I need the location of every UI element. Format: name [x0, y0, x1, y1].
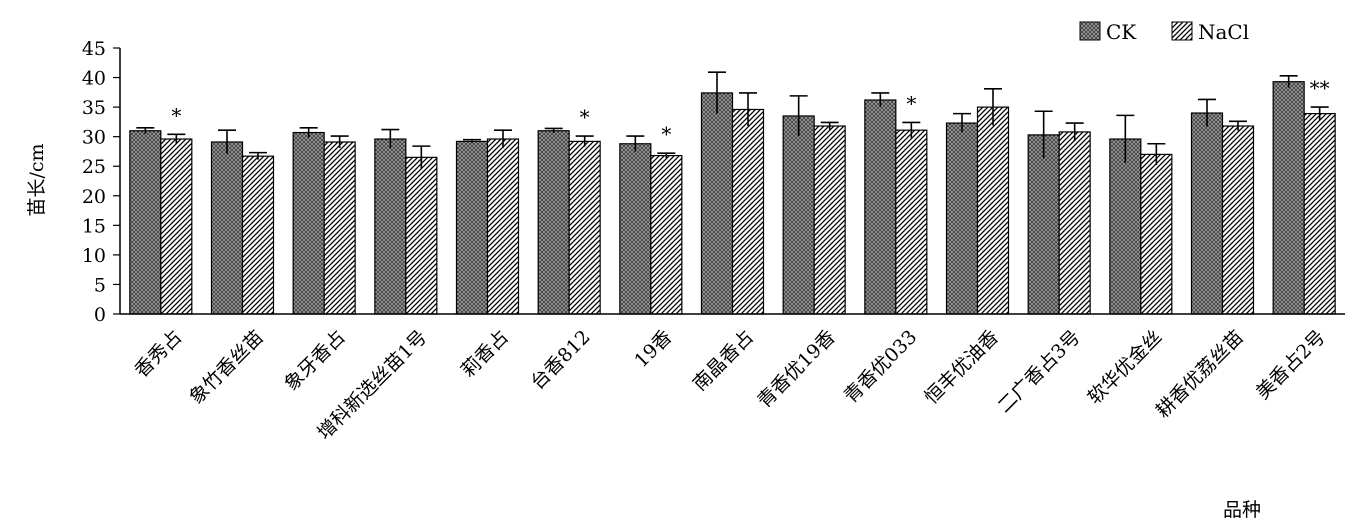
- y-tick-label: 25: [82, 156, 106, 178]
- bar-ck: [864, 99, 897, 315]
- legend: CK NaCl: [1079, 20, 1249, 44]
- category-label: 美香占2号: [1252, 326, 1330, 404]
- category-label: 南晶香占: [689, 326, 758, 395]
- category-label: 恒丰优油香: [920, 326, 1003, 409]
- legend-swatch-nacl: [1171, 21, 1193, 41]
- category-label: 台香812: [527, 326, 595, 394]
- y-tick-label: 15: [82, 215, 106, 237]
- bar-nacl: [813, 125, 846, 315]
- y-tick-label: 35: [82, 97, 106, 119]
- bar-ck: [1190, 112, 1224, 315]
- y-axis-ticks: 0 5 10 15 20 25 30 35 40 45: [82, 38, 120, 326]
- legend-swatch-ck: [1079, 21, 1101, 41]
- category-label: 软华优金丝: [1084, 326, 1167, 409]
- bar-nacl: [650, 154, 683, 315]
- y-tick-label: 20: [82, 186, 106, 208]
- bar-ck: [782, 115, 815, 315]
- bars: * *****: [129, 71, 1336, 315]
- bar-nacl: [1221, 125, 1255, 315]
- bar-nacl: [486, 138, 520, 315]
- category-label: 莉香占: [457, 326, 513, 382]
- bar-nacl: [405, 156, 438, 315]
- bar-ck: [129, 130, 162, 315]
- significance-mark: **: [1310, 76, 1330, 100]
- bar-ck: [700, 92, 734, 315]
- bar-ck: [1027, 134, 1060, 315]
- category-label: 耕香优荔丝苗: [1152, 326, 1248, 422]
- category-label: 19香: [630, 326, 676, 372]
- x-axis-label: 品种: [1223, 499, 1261, 521]
- bar-ck: [945, 122, 979, 315]
- significance-mark: *: [171, 103, 181, 127]
- bar-nacl: [1303, 113, 1336, 315]
- y-tick-label: 45: [82, 38, 106, 60]
- bar-ck: [455, 140, 489, 315]
- bar-ck: [210, 141, 244, 315]
- category-label: 象牙香占: [280, 326, 349, 395]
- category-label: 香秀占: [130, 326, 186, 382]
- legend-label-nacl: NaCl: [1198, 20, 1249, 44]
- significance-mark: *: [906, 91, 916, 115]
- bar-nacl: [241, 155, 275, 315]
- bar-nacl: [323, 141, 356, 315]
- bar-ck: [1272, 81, 1305, 315]
- bar-ck: [292, 131, 325, 315]
- y-axis-label: 苗长/cm: [26, 143, 48, 216]
- y-tick-label: 30: [82, 127, 106, 149]
- category-label: 青香优033: [840, 326, 922, 408]
- bar-nacl: [731, 108, 765, 315]
- bar-ck: [537, 130, 570, 315]
- y-tick-label: 0: [94, 304, 106, 326]
- bar-nacl: [976, 106, 1010, 315]
- bar-nacl: [1140, 153, 1173, 315]
- bar-ck: [619, 143, 652, 315]
- y-tick-label: 5: [94, 274, 106, 296]
- significance-mark: *: [580, 105, 590, 129]
- bar-ck: [374, 138, 407, 315]
- category-label: 象竹香丝苗: [185, 326, 268, 409]
- bar-nacl: [568, 140, 601, 315]
- legend-label-ck: CK: [1106, 20, 1137, 44]
- bar-nacl: [1058, 131, 1091, 315]
- bar-nacl: [895, 129, 928, 315]
- significance-mark: *: [661, 122, 671, 146]
- bar-ck: [1109, 138, 1142, 315]
- bar-nacl: [160, 138, 193, 315]
- y-tick-label: 40: [82, 68, 106, 90]
- y-tick-label: 10: [82, 245, 106, 267]
- category-label: 二广香占3号: [993, 326, 1084, 417]
- category-label: 青香优19香: [753, 326, 839, 412]
